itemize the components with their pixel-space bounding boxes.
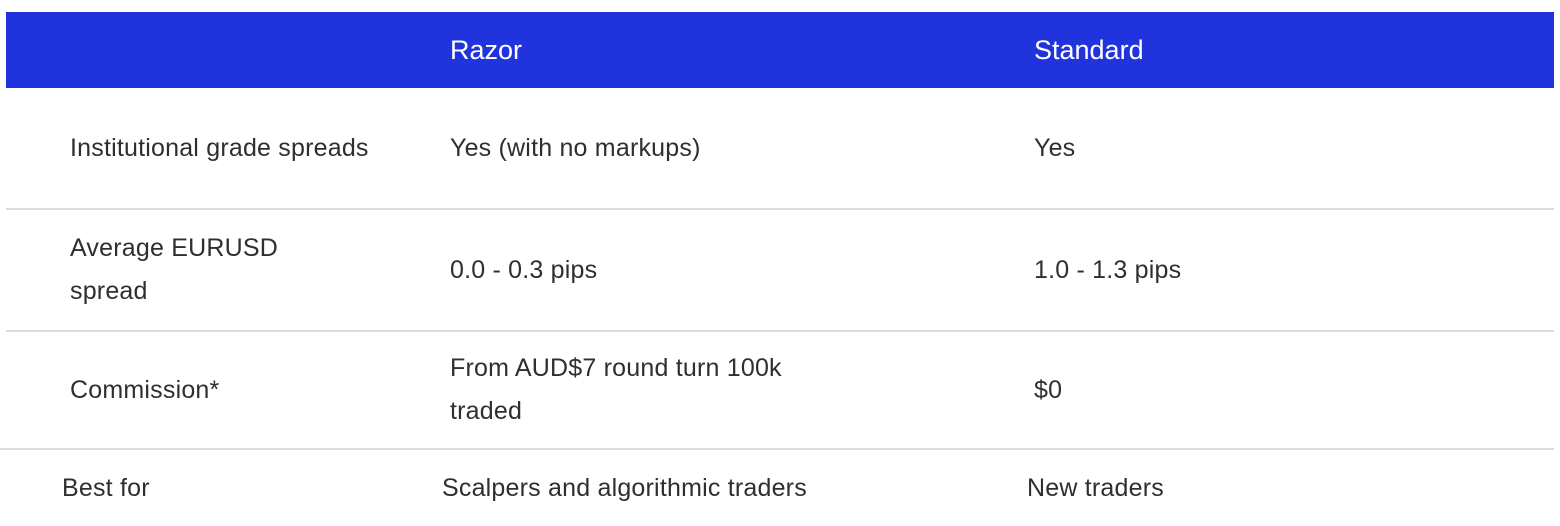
standard-cell: 1.0 - 1.3 pips [1034,255,1182,284]
razor-cell: 0.0 - 0.3 pips [450,255,598,284]
table-header: Razor Standard [6,12,1554,88]
razor-cell: Scalpers and algorithmic traders [442,473,807,502]
column-header-standard: Standard [1034,35,1144,65]
standard-cell: Yes [1034,133,1076,162]
table-row: Institutional grade spreads Yes (with no… [6,88,1554,210]
feature-cell: Institutional grade spreads [70,133,369,162]
razor-cell: From AUD$7 round turn 100k traded [450,354,782,425]
column-header-razor: Razor [450,35,523,65]
razor-cell: Yes (with no markups) [450,133,701,162]
feature-cell: Best for [62,473,150,502]
standard-cell: New traders [1027,473,1164,502]
feature-cell: Commission* [70,375,220,404]
table-row: Best for Scalpers and algorithmic trader… [0,450,1554,526]
feature-cell: Average EURUSD spread [70,234,278,305]
table-row: Commission* From AUD$7 round turn 100k t… [0,332,1554,450]
table-row: Average EURUSD spread 0.0 - 0.3 pips 1.0… [6,210,1554,332]
standard-cell: $0 [1034,375,1063,404]
